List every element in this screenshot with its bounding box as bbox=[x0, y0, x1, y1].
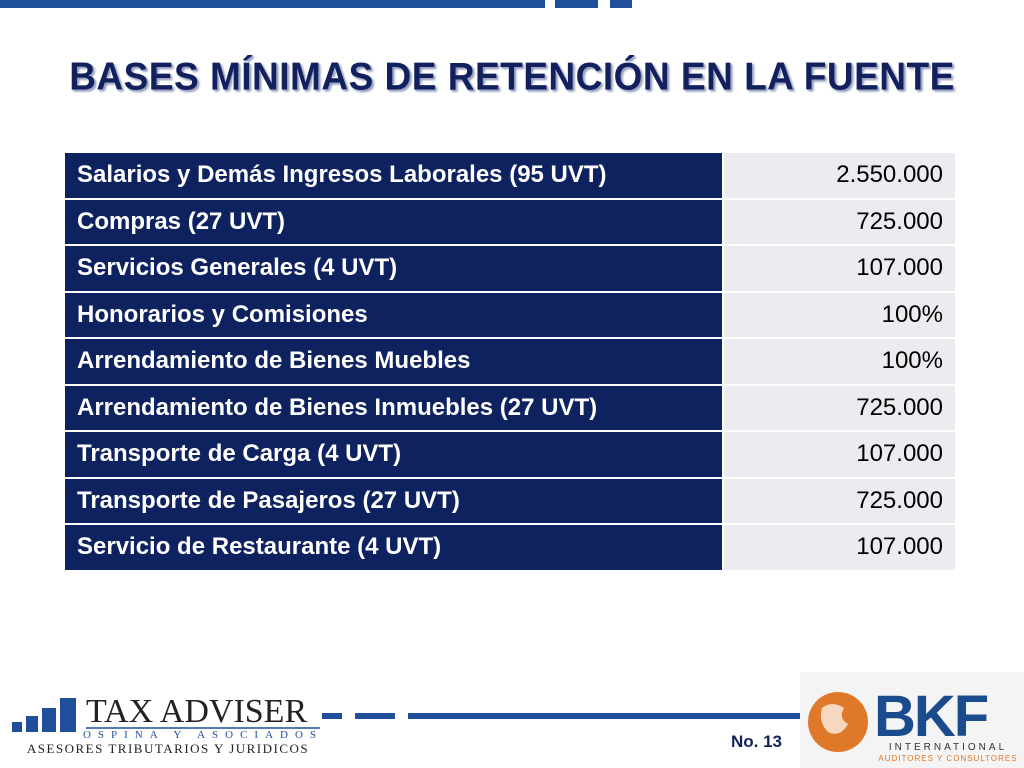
row-label: Compras (27 UVT) bbox=[65, 198, 724, 246]
table-row: Transporte de Pasajeros (27 UVT) 725.000 bbox=[65, 477, 955, 525]
row-label: Servicios Generales (4 UVT) bbox=[65, 245, 724, 293]
table-row: Arrendamiento de Bienes Inmuebles (27 UV… bbox=[65, 384, 955, 432]
bkf-logo: BKF INTERNATIONAL AUDITORES Y CONSULTORE… bbox=[800, 672, 1024, 768]
table: Salarios y Demás Ingresos Laborales (95 … bbox=[65, 153, 955, 572]
table-row: Compras (27 UVT) 725.000 bbox=[65, 198, 955, 246]
top-bar bbox=[610, 0, 632, 8]
row-value: 100% bbox=[723, 338, 955, 386]
row-label: Salarios y Demás Ingresos Laborales (95 … bbox=[65, 153, 724, 200]
table-row: Salarios y Demás Ingresos Laborales (95 … bbox=[65, 153, 955, 200]
logo-tagline: AUDITORES Y CONSULTORES bbox=[878, 754, 1017, 763]
row-value: 2.550.000 bbox=[723, 153, 955, 200]
logo-sub: OSPINA Y ASOCIADOS bbox=[83, 729, 323, 741]
table-row: Servicios Generales (4 UVT) 107.000 bbox=[65, 245, 955, 293]
table-row: Servicio de Restaurante (4 UVT) 107.000 bbox=[65, 524, 955, 572]
page-number: No. 13 bbox=[731, 732, 783, 751]
slide-title: BASES MÍNIMAS DE RETENCIÓN EN LA FUENTE bbox=[69, 54, 955, 98]
footer-bar bbox=[408, 713, 800, 719]
table-row: Honorarios y Comisiones 100% bbox=[65, 291, 955, 339]
row-label: Transporte de Carga (4 UVT) bbox=[65, 431, 724, 479]
logo-name: TAX ADVISER bbox=[86, 693, 307, 730]
row-label: Arrendamiento de Bienes Inmuebles (27 UV… bbox=[65, 384, 724, 432]
row-value: 725.000 bbox=[723, 198, 955, 246]
logo-tagline: ASESORES TRIBUTARIOS Y JURIDICOS bbox=[27, 741, 309, 756]
row-value: 107.000 bbox=[723, 431, 955, 479]
footer-bar bbox=[355, 713, 395, 719]
table-row: Transporte de Carga (4 UVT) 107.000 bbox=[65, 431, 955, 479]
row-value: 725.000 bbox=[723, 384, 955, 432]
row-value: 725.000 bbox=[723, 477, 955, 525]
tax-adviser-logo: TAX ADVISER OSPINA Y ASOCIADOS ASESORES … bbox=[12, 693, 323, 756]
row-value: 107.000 bbox=[723, 524, 955, 572]
top-bar bbox=[0, 0, 545, 8]
row-label: Servicio de Restaurante (4 UVT) bbox=[65, 524, 724, 572]
row-label: Arrendamiento de Bienes Muebles bbox=[65, 338, 724, 386]
row-value: 100% bbox=[723, 291, 955, 339]
top-bar bbox=[555, 0, 598, 8]
logo-name: BKF bbox=[874, 684, 988, 749]
row-value: 107.000 bbox=[723, 245, 955, 293]
table-row: Arrendamiento de Bienes Muebles 100% bbox=[65, 338, 955, 386]
logo-sub: INTERNATIONAL bbox=[889, 742, 1007, 753]
row-label: Transporte de Pasajeros (27 UVT) bbox=[65, 477, 724, 525]
row-label: Honorarios y Comisiones bbox=[65, 291, 724, 339]
footer-bar bbox=[322, 713, 342, 719]
